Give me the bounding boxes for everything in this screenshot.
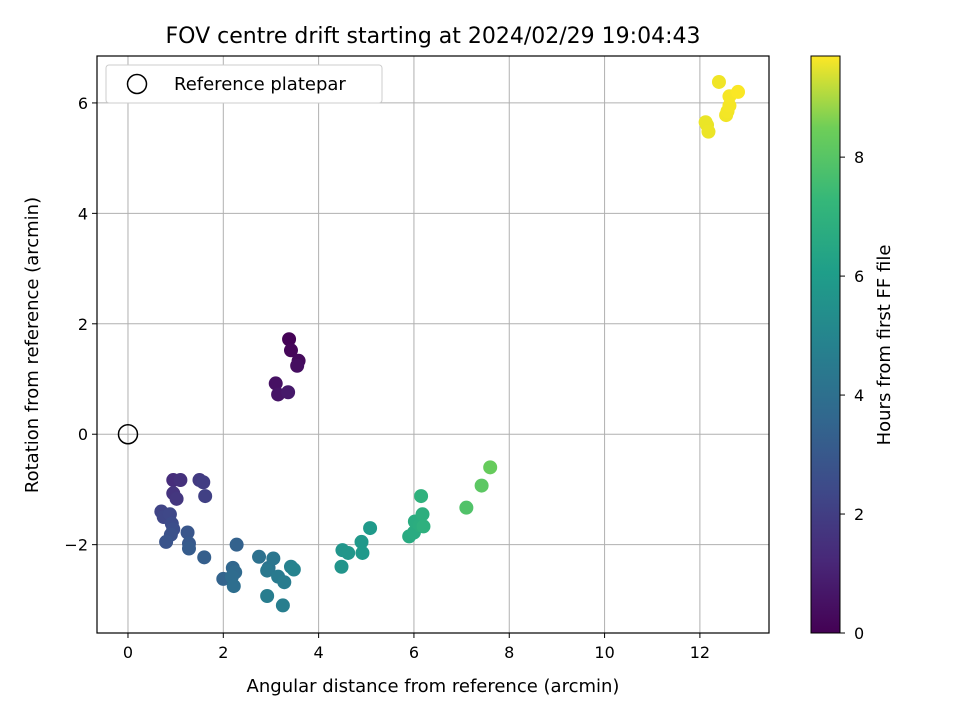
- data-point: [731, 84, 746, 99]
- data-point: [483, 460, 498, 475]
- colorbar-tick-label: 8: [854, 148, 864, 167]
- data-point: [173, 473, 188, 488]
- legend-box: [105, 64, 383, 104]
- data-point: [252, 549, 267, 564]
- data-point: [181, 541, 196, 556]
- legend-marker-reference: [126, 73, 148, 95]
- data-point: [197, 550, 212, 565]
- data-point: [275, 598, 290, 613]
- legend: Reference platepar: [105, 64, 383, 104]
- data-point: [363, 521, 378, 536]
- data-point: [290, 358, 305, 373]
- y-tick-label: 6: [78, 94, 88, 113]
- grid-lines: [97, 56, 769, 633]
- data-point: [414, 489, 429, 504]
- x-tick-label: 10: [594, 643, 614, 662]
- data-point: [334, 559, 349, 574]
- x-tick-label: 12: [690, 643, 710, 662]
- data-point: [180, 525, 195, 540]
- data-points: [117, 74, 746, 613]
- data-point: [281, 385, 296, 400]
- data-point: [260, 563, 275, 578]
- data-point: [226, 579, 241, 594]
- x-tick-label: 4: [314, 643, 324, 662]
- data-point: [354, 534, 369, 549]
- y-tick-label: 2: [78, 315, 88, 334]
- y-tick-label: 4: [78, 204, 88, 223]
- data-point: [277, 575, 292, 590]
- colorbar-ticks: 0 2 4 6 8: [840, 148, 864, 643]
- x-axis-label: Angular distance from reference (arcmin): [247, 676, 620, 697]
- x-tick-label: 8: [504, 643, 514, 662]
- data-point: [266, 551, 281, 566]
- axis-ticks: 0 2 4 6 8 10 12 −2 0 2 4 6: [64, 94, 710, 662]
- plot-frame: [96, 55, 770, 634]
- data-point: [169, 491, 184, 506]
- x-tick-label: 2: [218, 643, 228, 662]
- data-point: [711, 74, 726, 89]
- data-point: [196, 475, 211, 490]
- y-axis-label: Rotation from reference (arcmin): [22, 197, 43, 493]
- data-point: [283, 343, 298, 358]
- legend-label-reference: Reference platepar: [174, 74, 346, 95]
- data-point: [459, 500, 474, 515]
- data-point: [355, 545, 370, 560]
- reference-point: [117, 423, 139, 445]
- data-point: [198, 489, 213, 504]
- x-tick-label: 6: [409, 643, 419, 662]
- data-point: [415, 507, 430, 522]
- y-tick-label: 0: [78, 425, 88, 444]
- colorbar-label: Hours from first FF file: [874, 245, 895, 446]
- colorbar-tick-label: 2: [854, 505, 864, 524]
- colorbar-tick-label: 0: [854, 624, 864, 643]
- data-point: [282, 332, 297, 347]
- data-point: [229, 537, 244, 552]
- colorbar-gradient: [810, 55, 841, 634]
- data-point: [416, 519, 431, 534]
- data-point: [701, 124, 716, 139]
- colorbar-tick-label: 6: [854, 267, 864, 286]
- chart-title: FOV centre drift starting at 2024/02/29 …: [166, 24, 701, 49]
- colorbar-tick-label: 4: [854, 386, 864, 405]
- data-point: [268, 376, 283, 391]
- data-point: [159, 534, 174, 549]
- colorbar: 0 2 4 6 8 Hours from first FF file: [810, 55, 895, 643]
- data-point: [286, 562, 301, 577]
- data-point: [341, 545, 356, 560]
- data-point: [474, 478, 489, 493]
- data-point: [260, 589, 275, 604]
- x-tick-label: 0: [123, 643, 133, 662]
- y-tick-label: −2: [64, 536, 88, 555]
